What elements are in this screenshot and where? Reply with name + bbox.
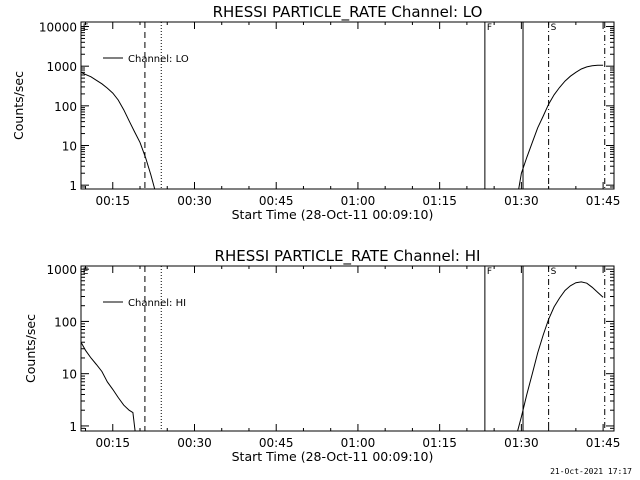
x-tick-label: 01:30 <box>504 194 539 208</box>
x-tick-label: 01:45 <box>586 194 621 208</box>
y-tick-label: 100 <box>54 315 77 329</box>
y-tick-label: 10000 <box>39 21 77 35</box>
x-tick-label: 01:45 <box>586 436 621 450</box>
marker-flag-label: E <box>83 23 89 33</box>
x-tick-label: 00:15 <box>95 436 130 450</box>
y-tick-label: 1000 <box>46 263 77 277</box>
chart-title: RHESSI PARTICLE_RATE Channel: LO <box>213 3 483 22</box>
plot-timestamp: 21-Oct-2021 17:17 <box>550 467 632 476</box>
x-tick-label: 01:00 <box>341 436 376 450</box>
x-tick-label: 00:45 <box>259 194 294 208</box>
marker-flag-label: S <box>551 23 557 33</box>
x-axis-label: Start Time (28-Oct-11 00:09:10) <box>232 207 434 222</box>
legend-label: Channel: LO <box>128 54 189 65</box>
data-line <box>517 281 604 431</box>
y-tick-label: 10 <box>62 368 77 382</box>
x-tick-label: 01:15 <box>422 194 457 208</box>
y-tick-label: 1 <box>69 420 77 434</box>
chart-panel-1: RHESSI PARTICLE_RATE Channel: LO 00:15 00:… <box>11 3 620 222</box>
data-line <box>81 341 136 431</box>
y-tick-label: 1 <box>69 179 77 193</box>
chart-title: RHESSI PARTICLE_RATE Channel: HI <box>215 247 481 266</box>
x-tick-label: 01:30 <box>504 436 539 450</box>
y-axis-label: Counts/sec <box>23 314 38 383</box>
legend-label: Channel: HI <box>128 298 186 309</box>
data-line <box>81 71 156 189</box>
data-line <box>518 64 604 189</box>
y-axis-label: Counts/sec <box>11 71 26 140</box>
y-tick-label: 10 <box>62 139 77 153</box>
x-axis-label: Start Time (28-Oct-11 00:09:10) <box>232 449 434 464</box>
marker-flag-label: F <box>487 23 492 33</box>
x-tick-label: 00:45 <box>259 436 294 450</box>
x-tick-label: 01:00 <box>341 194 376 208</box>
y-tick-label: 100 <box>54 100 77 114</box>
marker-flag-label: S <box>551 267 557 277</box>
marker-flag-label: E <box>83 267 89 277</box>
x-tick-label: 00:30 <box>177 436 212 450</box>
x-tick-label: 00:30 <box>177 194 212 208</box>
y-tick-label: 1000 <box>46 60 77 74</box>
chart-panel-2: RHESSI PARTICLE_RATE Channel: HI 00:15 00:… <box>23 247 620 464</box>
x-tick-label: 01:15 <box>422 436 457 450</box>
x-tick-label: 00:15 <box>95 194 130 208</box>
marker-flag-label: F <box>487 267 492 277</box>
